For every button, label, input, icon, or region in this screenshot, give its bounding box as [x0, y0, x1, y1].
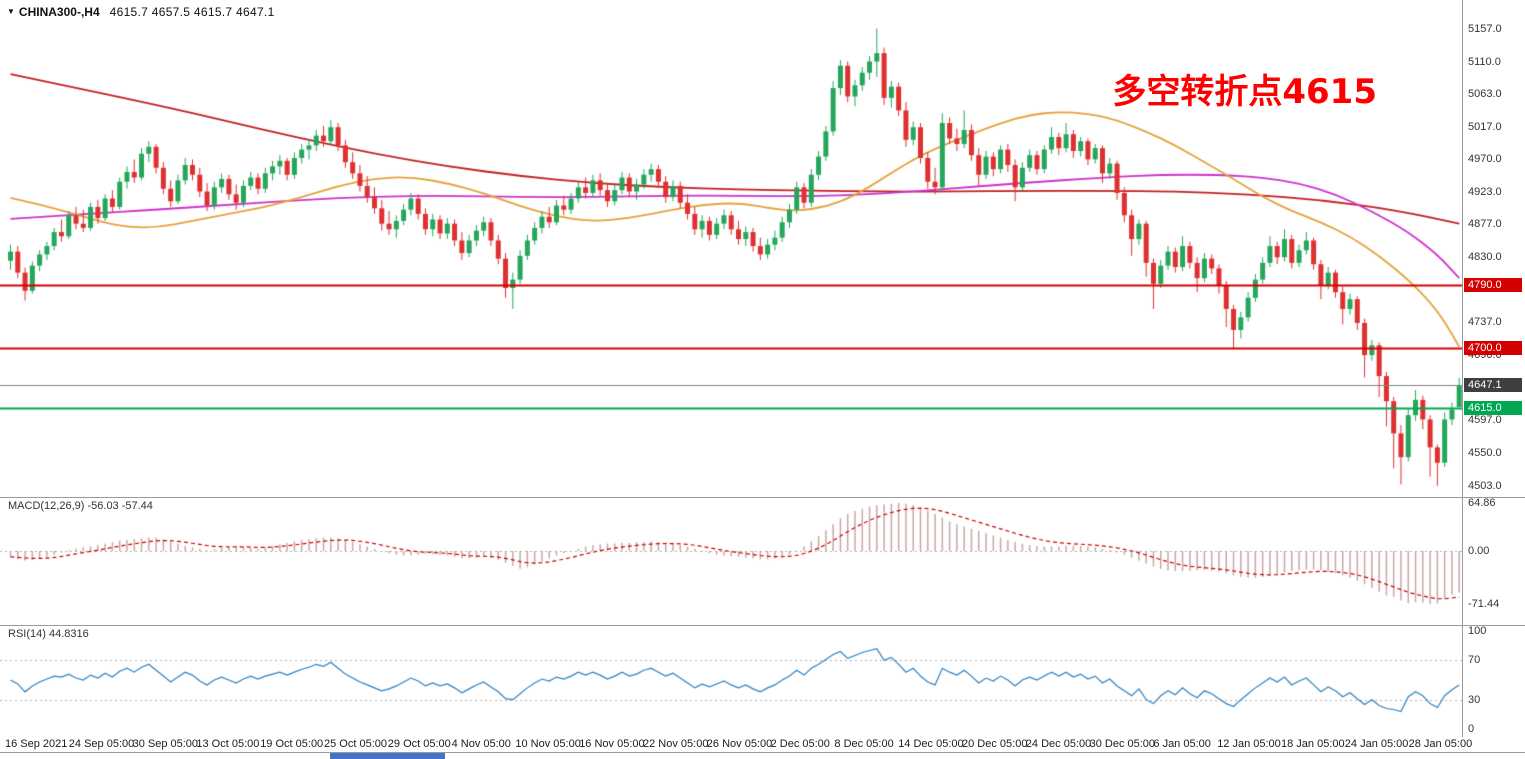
- price-axis-label: 4923.0: [1468, 186, 1502, 199]
- rsi-axis-label: 70: [1468, 654, 1481, 667]
- scrollbar-thumb[interactable]: [330, 753, 445, 759]
- time-axis-label: 18 Jan 05:00: [1281, 738, 1345, 750]
- chart-header: ▼ CHINA300-,H4 4615.7 4657.5 4615.7 4647.1: [7, 5, 275, 19]
- macd-rsi-pane-separator[interactable]: [0, 625, 1525, 626]
- price-chart-canvas[interactable]: [0, 0, 1463, 497]
- time-axis-label: 30 Sep 05:00: [132, 738, 199, 750]
- price-badge: 4700.0: [1464, 341, 1522, 356]
- time-axis-label: 20 Dec 05:00: [962, 738, 1028, 750]
- time-axis-label: 16 Nov 05:00: [579, 738, 645, 750]
- price-axis-label: 5157.0: [1468, 22, 1502, 35]
- time-axis-label: 29 Oct 05:00: [387, 738, 451, 750]
- price-axis-label: 4737.0: [1468, 316, 1502, 329]
- time-axis-label: 2 Dec 05:00: [770, 738, 830, 750]
- price-axis-label: 5110.0: [1468, 55, 1501, 68]
- macd-indicator-canvas[interactable]: [0, 497, 1463, 625]
- macd-axis-label: -71.44: [1468, 597, 1500, 610]
- price-badge: 4647.1: [1464, 378, 1522, 393]
- axis-column-separator: [1462, 0, 1463, 752]
- price-axis-label: 4503.0: [1468, 479, 1502, 492]
- time-axis-label: 13 Oct 05:00: [196, 738, 260, 750]
- time-axis-label: 22 Nov 05:00: [643, 738, 709, 750]
- rsi-axis-label: 100: [1468, 624, 1487, 637]
- price-badge: 4790.0: [1464, 278, 1522, 293]
- time-axis-label: 30 Dec 05:00: [1089, 738, 1156, 750]
- time-axis: 16 Sep 2021 24 Sep 05:00 30 Sep 05:00 13 Oc…: [0, 737, 1525, 752]
- price-axis-label: 4830.0: [1468, 251, 1502, 264]
- time-axis-label: 16 Sep 2021: [5, 738, 68, 750]
- macd-axis-label: 64.86: [1468, 497, 1496, 510]
- time-axis-label: 14 Dec 05:00: [898, 738, 964, 750]
- macd-values: -56.03 -57.44: [87, 500, 153, 512]
- rsi-axis-label: 0: [1468, 723, 1475, 736]
- time-axis-label: 4 Nov 05:00: [451, 738, 511, 750]
- price-axis-label: 4877.0: [1468, 218, 1502, 231]
- price-badge: 4615.0: [1464, 400, 1522, 415]
- scrollbar-separator: [0, 752, 1525, 753]
- annotation-text: 多空转折点4615: [1112, 72, 1377, 112]
- price-axis-label: 5063.0: [1468, 88, 1502, 101]
- price-axis-label: 4550.0: [1468, 446, 1502, 459]
- time-axis-label: 24 Sep 05:00: [68, 738, 135, 750]
- time-axis-label: 12 Jan 05:00: [1217, 738, 1281, 750]
- horizontal-scrollbar[interactable]: [0, 753, 1525, 759]
- symbol-marker-icon: ▼: [7, 7, 15, 16]
- time-axis-label: 25 Oct 05:00: [324, 738, 387, 750]
- macd-title: MACD(12,26,9): [8, 500, 85, 512]
- main-macd-pane-separator[interactable]: [0, 497, 1525, 498]
- macd-axis: 64.86 0.00 -71.44: [1463, 497, 1525, 625]
- rsi-value: 44.8316: [48, 628, 89, 640]
- time-axis-label: 8 Dec 05:00: [834, 738, 894, 750]
- rsi-label: RSI(14) 44.8316: [8, 628, 89, 640]
- time-axis-label: 24 Dec 05:00: [1025, 738, 1092, 750]
- macd-label: MACD(12,26,9) -56.03 -57.44: [8, 500, 153, 512]
- macd-axis-label: 0.00: [1468, 545, 1490, 557]
- time-axis-label: 19 Oct 05:00: [260, 738, 324, 750]
- price-axis: 5157.0 5110.0 5063.0 5017.0 4970.0 4923.0 4877…: [1463, 0, 1525, 497]
- rsi-axis: 100 70 30 0: [1463, 625, 1525, 737]
- price-axis-label: 4970.0: [1468, 153, 1502, 166]
- price-axis-label: 4597.0: [1468, 414, 1502, 427]
- rsi-title: RSI(14): [8, 628, 46, 640]
- time-axis-label: 26 Nov 05:00: [706, 738, 773, 750]
- symbol-title: CHINA300-,H4: [18, 5, 100, 19]
- price-axis-label: 5017.0: [1468, 120, 1502, 133]
- time-axis-label: 10 Nov 05:00: [515, 738, 581, 750]
- ohlc-values: 4615.7 4657.5 4615.7 4647.1: [109, 5, 275, 19]
- time-axis-label: 24 Jan 05:00: [1344, 738, 1409, 750]
- rsi-axis-label: 30: [1468, 693, 1481, 706]
- time-axis-label: 6 Jan 05:00: [1153, 738, 1211, 750]
- rsi-indicator-canvas[interactable]: [0, 625, 1463, 737]
- time-axis-label: 28 Jan 05:00: [1408, 738, 1473, 750]
